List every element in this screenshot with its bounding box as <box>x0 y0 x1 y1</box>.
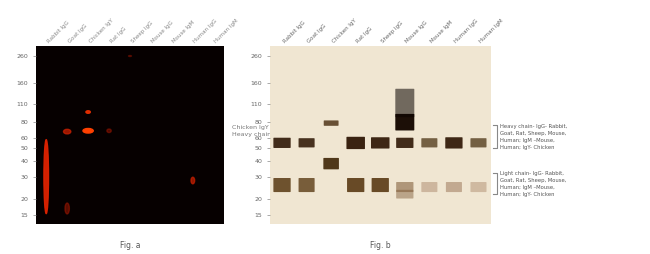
FancyBboxPatch shape <box>396 182 413 192</box>
Text: Rabbit IgG: Rabbit IgG <box>46 20 70 44</box>
FancyBboxPatch shape <box>396 138 413 148</box>
FancyBboxPatch shape <box>274 138 291 148</box>
FancyBboxPatch shape <box>346 137 365 149</box>
FancyBboxPatch shape <box>421 138 437 147</box>
FancyBboxPatch shape <box>274 178 291 192</box>
Ellipse shape <box>64 129 71 134</box>
Text: Mouse IgG: Mouse IgG <box>405 20 429 44</box>
Text: Heavy chain- IgG- Rabbit,
Goat, Rat, Sheep, Mouse,
Human; IgM –Mouse,
Human; IgY: Heavy chain- IgG- Rabbit, Goat, Rat, She… <box>500 124 567 150</box>
Text: Rat IgG: Rat IgG <box>109 26 127 44</box>
Ellipse shape <box>107 129 111 133</box>
Text: Mouse IgM: Mouse IgM <box>172 20 196 44</box>
Text: Human IgG: Human IgG <box>454 18 480 44</box>
FancyBboxPatch shape <box>347 178 365 192</box>
Text: Human IgM: Human IgM <box>214 18 240 44</box>
Text: Sheep IgG: Sheep IgG <box>380 20 404 44</box>
FancyBboxPatch shape <box>421 182 437 192</box>
FancyBboxPatch shape <box>395 89 414 117</box>
FancyBboxPatch shape <box>396 190 413 199</box>
FancyBboxPatch shape <box>298 178 315 192</box>
FancyBboxPatch shape <box>298 138 315 147</box>
Ellipse shape <box>83 129 93 133</box>
Text: Human IgM: Human IgM <box>478 18 504 44</box>
Text: Mouse IgG: Mouse IgG <box>151 20 175 44</box>
Text: Fig. b: Fig. b <box>370 241 391 250</box>
Text: Mouse IgM: Mouse IgM <box>430 20 454 44</box>
Text: Human IgG: Human IgG <box>193 18 218 44</box>
FancyBboxPatch shape <box>471 138 486 147</box>
FancyBboxPatch shape <box>395 114 414 131</box>
Text: Chicken IgY
Heavy chain: Chicken IgY Heavy chain <box>232 125 271 137</box>
Text: Chicken IgY: Chicken IgY <box>331 18 357 44</box>
FancyBboxPatch shape <box>324 120 339 126</box>
FancyBboxPatch shape <box>371 137 389 149</box>
Ellipse shape <box>65 203 70 214</box>
FancyBboxPatch shape <box>372 178 389 192</box>
Text: Rabbit IgG: Rabbit IgG <box>282 20 306 44</box>
FancyBboxPatch shape <box>446 182 462 192</box>
Ellipse shape <box>191 177 194 184</box>
Ellipse shape <box>44 140 49 214</box>
FancyBboxPatch shape <box>445 137 463 149</box>
Text: Light chain- IgG- Rabbit,
Goat, Rat, Sheep, Mouse,
Human; IgM –Mouse,
Human; IgY: Light chain- IgG- Rabbit, Goat, Rat, She… <box>500 170 566 197</box>
Text: Goat IgG: Goat IgG <box>67 23 88 44</box>
Text: Goat IgG: Goat IgG <box>307 23 328 44</box>
Text: Rat IgG: Rat IgG <box>356 26 374 44</box>
FancyBboxPatch shape <box>323 158 339 169</box>
Text: Fig. a: Fig. a <box>120 241 140 250</box>
Text: Sheep IgG: Sheep IgG <box>130 20 153 44</box>
FancyBboxPatch shape <box>471 182 486 192</box>
Text: Chicken IgY: Chicken IgY <box>88 18 114 44</box>
Ellipse shape <box>86 111 90 113</box>
